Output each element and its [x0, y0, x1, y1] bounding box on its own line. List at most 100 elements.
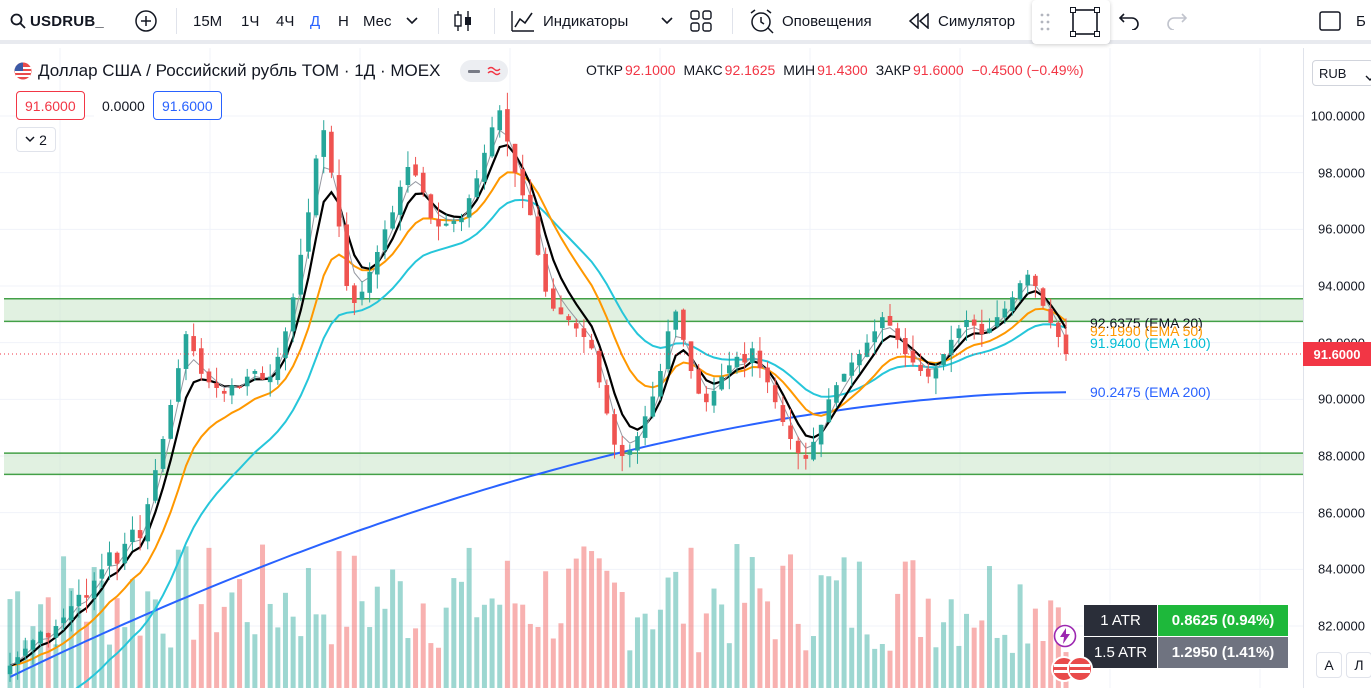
- volume-bar: [244, 622, 250, 688]
- chevron-down-icon: [406, 17, 418, 25]
- candle-body: [413, 164, 418, 176]
- compare-button[interactable]: [134, 6, 158, 36]
- candle-body: [436, 219, 441, 227]
- eye-hide-icon[interactable]: [460, 60, 509, 82]
- candle-body: [7, 665, 13, 675]
- price-tick: 84.0000: [1318, 561, 1365, 577]
- volume-bar: [680, 623, 686, 688]
- square-icon: [1318, 9, 1342, 33]
- candle-body: [543, 253, 548, 292]
- volume-bar: [91, 567, 97, 688]
- layouts-button[interactable]: [690, 6, 712, 36]
- us-flag-event-icon[interactable]: [1050, 655, 1094, 688]
- candle-body: [76, 594, 82, 607]
- add-circle-icon: [134, 9, 158, 33]
- volume-bar: [405, 638, 411, 688]
- ohlc-low-value: 91.4300: [817, 62, 868, 78]
- timeframe-1[interactable]: 1Ч: [241, 12, 260, 30]
- indicators-collapse-button[interactable]: 2: [16, 127, 56, 152]
- candle-body: [298, 254, 304, 295]
- price-tick: 98.0000: [1318, 165, 1365, 181]
- volume-bar: [803, 650, 809, 688]
- volume-bar: [925, 598, 931, 688]
- volume-bar: [543, 571, 549, 688]
- candle-body: [99, 569, 105, 579]
- timeframe-0[interactable]: 15M: [193, 12, 223, 30]
- timeframe-dropdown[interactable]: [406, 6, 418, 36]
- volume-bar: [895, 593, 901, 688]
- volume-bar: [833, 580, 839, 688]
- volume-bar: [275, 627, 281, 688]
- volume-bar: [474, 617, 480, 688]
- candle-body: [573, 323, 579, 329]
- candle-body: [688, 341, 694, 371]
- candle-body: [596, 350, 602, 383]
- drag-handle-icon[interactable]: [1040, 12, 1050, 37]
- candle-body: [650, 396, 656, 417]
- sell-price-button[interactable]: 91.6000: [16, 91, 85, 120]
- volume-bar: [106, 644, 112, 688]
- volume-bar: [1032, 608, 1038, 688]
- undo-button[interactable]: [1118, 6, 1140, 36]
- timeframe-3[interactable]: Д: [310, 12, 321, 30]
- rectangle-tool-icon[interactable]: [1070, 7, 1100, 42]
- legend-symbol-title[interactable]: Доллар США / Российский рубль TOM · 1Д ·…: [38, 61, 441, 80]
- price-axis[interactable]: RUB 100.000098.000096.000094.000092.0000…: [1303, 48, 1371, 688]
- layout-save-button[interactable]: [1318, 6, 1342, 36]
- candle-body: [711, 390, 717, 406]
- candle-body: [206, 371, 212, 383]
- redo-button[interactable]: [1166, 6, 1188, 36]
- log-scale-button[interactable]: Л: [1346, 652, 1371, 678]
- indicators-button[interactable]: Индикаторы: [511, 6, 628, 36]
- buy-price-button[interactable]: 91.6000: [153, 91, 222, 120]
- volume-bar: [910, 560, 916, 688]
- lightning-event-icon[interactable]: [1053, 624, 1077, 653]
- last-price-tag: 91.6000: [1303, 342, 1371, 366]
- ema20-label: 92.6375 (EMA 20): [1090, 315, 1203, 331]
- volume-bar: [481, 604, 487, 688]
- volume-bar: [458, 581, 464, 688]
- timeframe-5[interactable]: Мес: [363, 12, 392, 30]
- volume-bar: [214, 632, 220, 688]
- chart-pane[interactable]: [0, 48, 1303, 688]
- timeframe-4[interactable]: Н: [338, 12, 349, 30]
- chart-type-button[interactable]: [452, 6, 474, 36]
- candle-body: [765, 367, 770, 383]
- candle-body: [275, 356, 281, 381]
- candle-body: [512, 143, 518, 173]
- candle-body: [719, 376, 724, 390]
- candle-body: [749, 348, 755, 364]
- replay-button[interactable]: Симулятор: [908, 6, 1015, 36]
- alarm-clock-icon: [748, 8, 774, 34]
- candle-body: [857, 354, 862, 366]
- candle-body: [489, 127, 495, 157]
- volume-bar: [818, 575, 824, 688]
- candle-body: [23, 648, 28, 656]
- volume-bar: [535, 626, 541, 688]
- redo-icon: [1166, 12, 1188, 30]
- volume-bar: [627, 650, 633, 688]
- candle-body: [1048, 308, 1053, 323]
- currency-select[interactable]: RUB: [1312, 60, 1371, 86]
- candle-body: [160, 439, 166, 469]
- symbol-search[interactable]: USDRUB_: [10, 6, 104, 36]
- chart-canvas[interactable]: [0, 48, 1303, 688]
- auto-scale-button[interactable]: A: [1316, 652, 1342, 678]
- volume-bar: [428, 643, 434, 688]
- candle-body: [114, 552, 120, 564]
- indicators-dropdown[interactable]: [661, 6, 673, 36]
- volume-bar: [810, 636, 816, 688]
- timeframe-2[interactable]: 4Ч: [276, 12, 295, 30]
- volume-bar: [734, 544, 740, 688]
- candle-body: [826, 399, 832, 423]
- ema200-line: [9, 391, 1067, 678]
- candles-icon: [452, 9, 474, 33]
- volume-bar: [964, 613, 970, 688]
- volume-bar: [673, 571, 679, 688]
- account-button-cut[interactable]: Б: [1356, 6, 1366, 36]
- atr-row: 1.5 ATR 1.2950 (1.41%): [1083, 636, 1289, 669]
- volume-bar: [711, 588, 717, 688]
- atr-value: 1.2950 (1.41%): [1157, 636, 1289, 669]
- ohlc-change: −0.4500 (−0.49%): [971, 62, 1084, 78]
- alerts-button[interactable]: Оповещения: [748, 6, 872, 36]
